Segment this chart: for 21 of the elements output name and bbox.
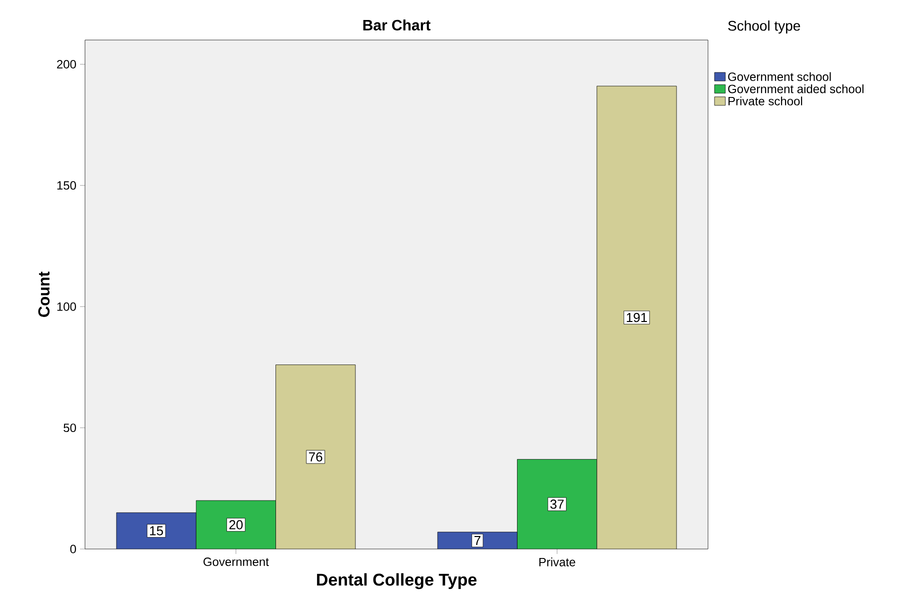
data-label: 76	[309, 452, 322, 462]
data-label: 20	[229, 520, 243, 530]
data-label: 191	[626, 312, 647, 322]
x-axis-title: Dental College Type	[317, 573, 477, 590]
y-tick-label: 200	[57, 60, 76, 68]
data-label: 7	[474, 536, 480, 545]
y-tick-label: 100	[57, 302, 76, 311]
legend-label: Government school	[728, 72, 831, 81]
legend-label: Government aided school	[728, 84, 864, 94]
legend-label: Private school	[728, 96, 802, 106]
data-label: 15	[150, 526, 163, 536]
legend-title: School type	[728, 20, 800, 34]
x-tick-label: Private	[539, 558, 576, 566]
x-tick-label: Government	[204, 558, 269, 566]
data-label: 37	[550, 500, 564, 509]
y-tick-label: 0	[70, 544, 76, 554]
y-axis-title: Count	[38, 272, 50, 317]
bar	[116, 512, 196, 549]
y-tick-label: 50	[64, 424, 76, 432]
chart-title: Bar Chart	[363, 19, 430, 30]
y-tick-label: 150	[57, 181, 76, 190]
